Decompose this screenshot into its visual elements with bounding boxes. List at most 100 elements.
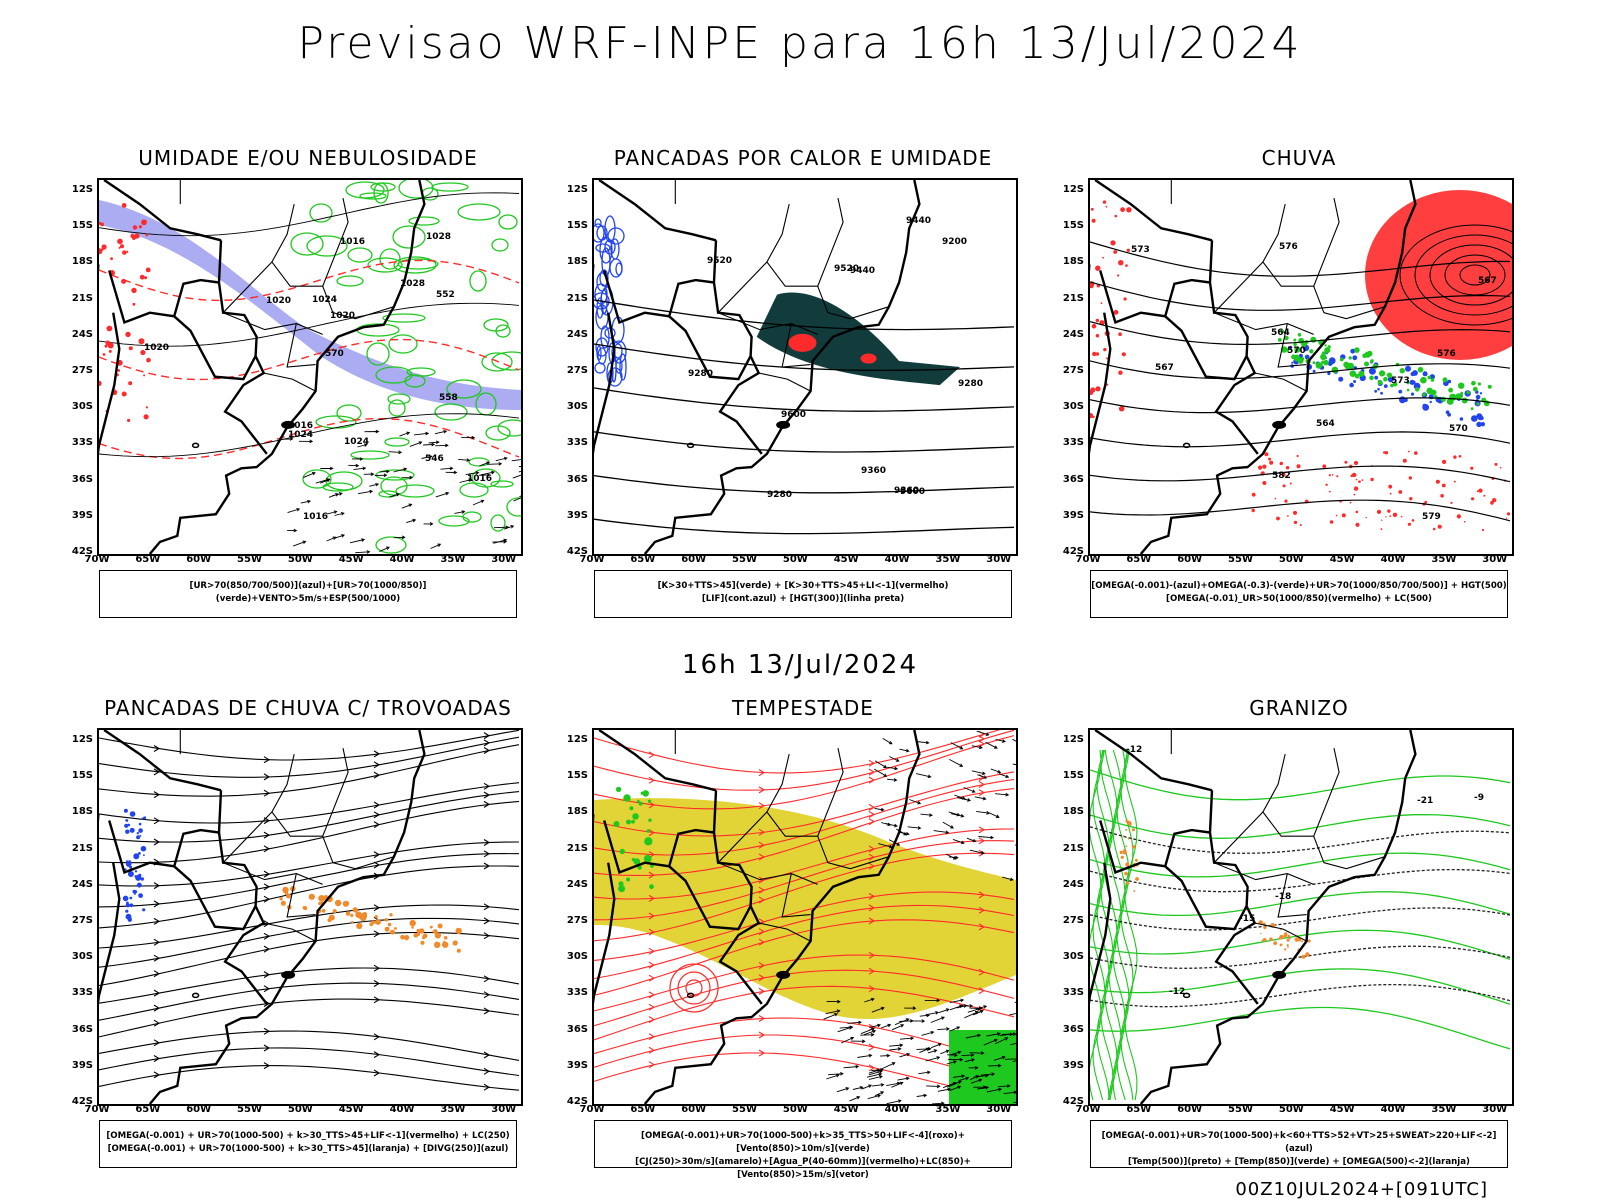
shaded-cell bbox=[303, 906, 308, 911]
streamline-arrow bbox=[868, 803, 876, 811]
streamline-arrow bbox=[758, 987, 766, 995]
latitude-tick: 36S bbox=[1062, 1023, 1084, 1035]
shaded-cell bbox=[1400, 515, 1403, 518]
contour-label: 1016 bbox=[288, 421, 313, 431]
longitude-tick: 35W bbox=[935, 554, 961, 565]
longitude-axis: 70W 65W 60W 55W 50W 45W 40W 35W 30W bbox=[580, 554, 1014, 568]
streamline-arrow bbox=[758, 1031, 766, 1039]
contour-label: 567 bbox=[1155, 363, 1174, 373]
shaded-cell bbox=[144, 276, 148, 280]
shaded-cell bbox=[1470, 466, 1474, 470]
latitude-tick: 33S bbox=[1062, 437, 1084, 449]
streamline bbox=[99, 744, 520, 797]
shaded-cell bbox=[434, 941, 441, 948]
green-contour bbox=[1124, 749, 1138, 1101]
wind-vector bbox=[1015, 844, 1016, 846]
map-canvas bbox=[594, 730, 1016, 1104]
shaded-cell bbox=[1328, 357, 1336, 365]
green-contour bbox=[379, 248, 401, 270]
shaded-cell bbox=[1284, 948, 1287, 951]
shaded-cell bbox=[455, 927, 462, 935]
wind-vector bbox=[495, 456, 508, 462]
shaded-cell bbox=[1476, 421, 1482, 428]
streamline-arrow bbox=[373, 771, 381, 779]
latitude-tick: 30S bbox=[71, 401, 93, 413]
streamline-arrow bbox=[373, 1033, 381, 1041]
streamline-arrow bbox=[978, 906, 986, 914]
wind850-vectors-north bbox=[873, 730, 1016, 882]
contour-label: 9600 bbox=[900, 487, 925, 497]
longitude-tick: 45W bbox=[338, 554, 364, 565]
political-border bbox=[263, 922, 316, 942]
shaded-cell bbox=[1288, 937, 1291, 940]
shaded-cell bbox=[1118, 370, 1123, 375]
shaded-cell bbox=[1297, 357, 1304, 364]
panel-title: GRANIZO bbox=[1249, 696, 1349, 720]
shaded-cell bbox=[638, 801, 643, 806]
shaded-cell bbox=[1492, 498, 1497, 503]
shaded-cell bbox=[134, 856, 137, 860]
shaded-cell bbox=[1293, 520, 1298, 525]
legend-line: [OMEGA(-0.001)+UR>70(1000-500)+k>35_TTS>… bbox=[641, 1131, 965, 1154]
streamline bbox=[99, 967, 520, 1004]
shaded-cell bbox=[623, 794, 631, 802]
wind-vector bbox=[492, 539, 508, 544]
shaded-cell bbox=[1352, 472, 1357, 478]
wind-vectors bbox=[281, 429, 521, 554]
streamline-arrow bbox=[263, 1062, 271, 1070]
wind-vector bbox=[959, 1076, 970, 1081]
lagoon bbox=[281, 970, 296, 979]
political-border bbox=[1277, 323, 1307, 368]
streamline-arrow bbox=[483, 850, 491, 858]
wind-vector bbox=[938, 1008, 950, 1014]
streamline bbox=[594, 788, 1015, 876]
longitude-tick: 50W bbox=[287, 1104, 313, 1115]
shaded-cell bbox=[139, 834, 142, 837]
shaded-cell bbox=[1131, 845, 1136, 849]
shaded-cell bbox=[1390, 383, 1394, 388]
wind-vector bbox=[874, 1091, 885, 1097]
latitude-axis: 12S 15S 18S 21S 24S 27S 30S 33S 36S 39S 42S bbox=[1048, 178, 1084, 557]
wind-vector bbox=[993, 1055, 1006, 1061]
shaded-cell bbox=[1445, 410, 1450, 415]
shaded-cell bbox=[279, 897, 283, 901]
streamline bbox=[594, 1034, 1015, 1083]
wind-vector bbox=[921, 1030, 935, 1036]
hgt300-contours bbox=[594, 299, 1015, 535]
streamline-arrow bbox=[648, 829, 656, 837]
streamline-arrow bbox=[153, 817, 161, 825]
shaded-cell bbox=[1344, 363, 1351, 370]
shaded-cell bbox=[1328, 474, 1331, 477]
shaded-cell bbox=[1385, 516, 1387, 518]
green-contour bbox=[359, 192, 387, 200]
latitude-tick: 33S bbox=[71, 987, 93, 999]
streamline-arrow bbox=[153, 917, 161, 925]
latitude-tick: 27S bbox=[566, 365, 588, 377]
legend-line: [UR>70(850/700/500)](azul)+[UR>70(1000/8… bbox=[189, 581, 427, 604]
lif-contour bbox=[604, 215, 616, 243]
shaded-cell bbox=[400, 934, 405, 940]
wind-vector bbox=[891, 1024, 905, 1031]
shaded-cell bbox=[1450, 501, 1453, 504]
wind-vector bbox=[435, 491, 450, 498]
streamline-arrow bbox=[758, 974, 766, 982]
wind850-green-area bbox=[949, 1030, 1016, 1104]
contour-line bbox=[1090, 983, 1511, 1008]
longitude-tick: 55W bbox=[237, 554, 262, 565]
shaded-cell bbox=[1119, 850, 1123, 855]
streamline-arrow bbox=[978, 891, 986, 899]
wind-vector bbox=[1013, 1101, 1016, 1104]
shaded-cell bbox=[136, 835, 141, 840]
contour-label: 1024 bbox=[288, 430, 313, 440]
streamline-arrow bbox=[373, 811, 381, 819]
shaded-cell bbox=[1422, 392, 1426, 397]
wind-vector bbox=[358, 489, 374, 495]
wind-vector bbox=[512, 473, 521, 479]
lif-contour bbox=[594, 292, 610, 310]
streamline bbox=[99, 904, 520, 949]
shaded-cell bbox=[1487, 384, 1492, 389]
shaded-cell bbox=[121, 278, 127, 284]
wind-vector bbox=[963, 787, 976, 793]
streamline-arrow bbox=[758, 828, 766, 836]
shaded-cell bbox=[1091, 323, 1097, 329]
